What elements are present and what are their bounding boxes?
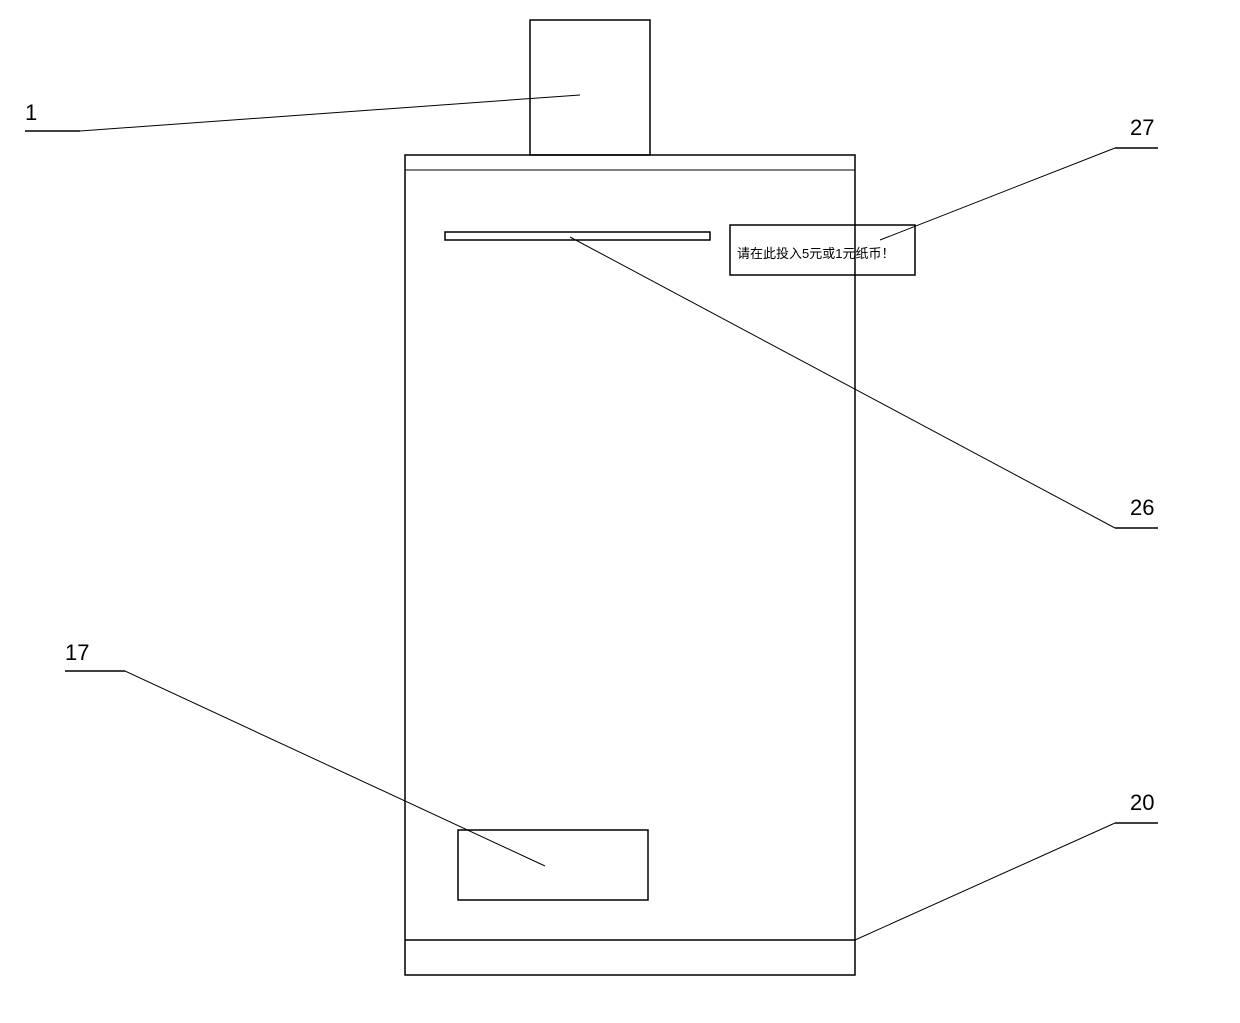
leader-20-d — [855, 823, 1115, 940]
leader-17-d — [125, 671, 545, 866]
callout-17: 17 — [65, 640, 89, 666]
main-body-rect — [405, 155, 855, 975]
top-box-rect — [530, 20, 650, 155]
leader-26-d — [570, 237, 1115, 528]
instruction-text: 请在此投入5元或1元纸币！ — [737, 243, 909, 262]
callout-26: 26 — [1130, 495, 1154, 521]
diagram-svg — [0, 0, 1240, 1023]
leader-1-d — [80, 95, 580, 131]
bill-slot — [445, 232, 710, 240]
lower-box-rect — [458, 830, 648, 900]
leader-27-d — [880, 148, 1115, 240]
callout-20: 20 — [1130, 790, 1154, 816]
callout-1: 1 — [25, 100, 37, 126]
callout-27: 27 — [1130, 115, 1154, 141]
